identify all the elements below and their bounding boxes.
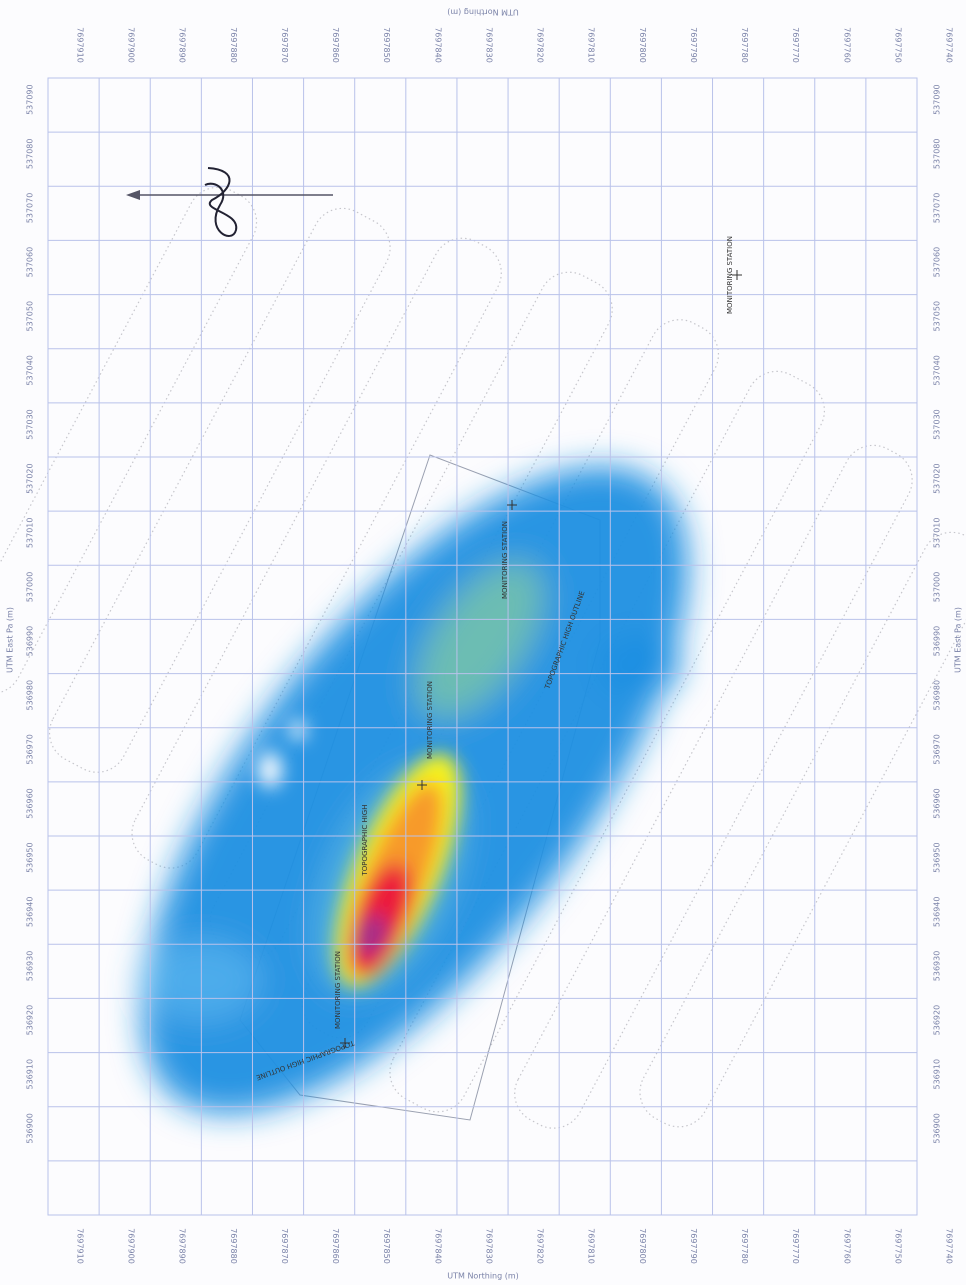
northing-tick-bottom: 7697890 [178,1228,187,1264]
easting-tick-right: 536930 [933,951,942,982]
easting-tick-right: 537020 [933,463,942,494]
northing-tick-top: 7697870 [280,27,289,63]
easting-tick-left: 537080 [26,139,35,170]
easting-tick-left: 536940 [26,897,35,928]
northing-tick-bottom: 7697850 [382,1228,391,1264]
easting-tick-right: 536920 [933,1005,942,1036]
northing-tick-top: 7697810 [587,27,596,63]
northing-tick-top: 7697790 [689,27,698,63]
easting-tick-left: 536930 [26,951,35,982]
easting-tick-left: 537040 [26,355,35,386]
northing-tick-bottom: 7697790 [689,1228,698,1264]
easting-tick-right: 536960 [933,788,942,819]
easting-tick-right: 536970 [933,734,942,765]
northing-tick-bottom: 7697910 [76,1228,85,1264]
northing-tick-bottom: 7697830 [484,1228,493,1264]
easting-tick-left: 537010 [26,518,35,549]
easting-tick-left: 536960 [26,788,35,819]
easting-tick-left: 536950 [26,842,35,873]
northing-tick-top: 7697860 [331,27,340,63]
easting-tick-right: 537040 [933,355,942,386]
easting-tick-left: 536910 [26,1059,35,1090]
northing-tick-top: 7697740 [945,27,954,63]
easting-tick-right: 537070 [933,193,942,224]
axis-title-bottom: UTM Northing (m) [447,1272,519,1281]
northing-tick-bottom: 7697820 [536,1228,545,1264]
easting-tick-left: 536900 [26,1113,35,1144]
northing-tick-top: 7697910 [76,27,85,63]
northing-tick-bottom: 7697770 [791,1228,800,1264]
easting-tick-left: 537070 [26,193,35,224]
easting-tick-left: 537060 [26,247,35,278]
easting-tick-left: 537050 [26,301,35,332]
annotation: MONITORING STATION [726,236,734,314]
easting-tick-right: 536940 [933,897,942,928]
easting-tick-left: 537020 [26,463,35,494]
northing-tick-top: 7697880 [229,27,238,63]
easting-tick-right: 537030 [933,409,942,440]
easting-tick-right: 536910 [933,1059,942,1090]
easting-tick-right: 536900 [933,1113,942,1144]
annotation: MONITORING STATION [334,951,342,1029]
axis-title-left: UTM East Pa (m) [6,607,15,673]
northing-tick-top: 7697850 [382,27,391,63]
northing-tick-top: 7697760 [842,27,851,63]
northing-tick-bottom: 7697880 [229,1228,238,1264]
northing-tick-bottom: 7697860 [331,1228,340,1264]
northing-tick-top: 7697820 [536,27,545,63]
northing-tick-bottom: 7697900 [127,1228,136,1264]
easting-tick-right: 536980 [933,680,942,711]
axis-title-right: UTM East Pa (m) [954,607,963,673]
northing-tick-bottom: 7697810 [587,1228,596,1264]
easting-tick-right: 537010 [933,518,942,549]
northing-tick-top: 7697890 [178,27,187,63]
easting-tick-right: 537080 [933,139,942,170]
northing-tick-bottom: 7697800 [638,1228,647,1264]
annotation: MONITORING STATION [426,681,434,759]
northing-tick-top: 7697830 [484,27,493,63]
annotation: TOPOGRAPHIC HIGH [361,805,369,877]
easting-tick-left: 537090 [26,84,35,115]
easting-tick-left: 537030 [26,409,35,440]
easting-tick-left: 536990 [26,626,35,657]
northing-tick-top: 7697800 [638,27,647,63]
northing-tick-bottom: 7697780 [740,1228,749,1264]
northing-tick-bottom: 7697740 [945,1228,954,1264]
axis-title-top: UTM Northing (m) [447,8,519,17]
easting-tick-right: 537050 [933,301,942,332]
easting-tick-left: 536980 [26,680,35,711]
easting-tick-right: 536990 [933,626,942,657]
northing-tick-top: 7697840 [433,27,442,63]
northing-tick-bottom: 7697870 [280,1228,289,1264]
easting-tick-left: 537000 [26,572,35,603]
northing-tick-bottom: 7697840 [433,1228,442,1264]
easting-tick-right: 537090 [933,84,942,115]
map: 7697910 7697910 7697900 7697900 7697890 76978… [0,0,966,1285]
northing-tick-top: 7697780 [740,27,749,63]
annotation: MONITORING STATION [501,521,509,599]
northing-tick-top: 7697770 [791,27,800,63]
easting-tick-right: 536950 [933,842,942,873]
easting-tick-right: 537060 [933,247,942,278]
northing-tick-top: 7697750 [893,27,902,63]
northing-tick-bottom: 7697760 [842,1228,851,1264]
northing-tick-top: 7697900 [127,27,136,63]
easting-tick-left: 536970 [26,734,35,765]
easting-tick-right: 537000 [933,572,942,603]
easting-tick-left: 536920 [26,1005,35,1036]
northing-tick-bottom: 7697750 [893,1228,902,1264]
